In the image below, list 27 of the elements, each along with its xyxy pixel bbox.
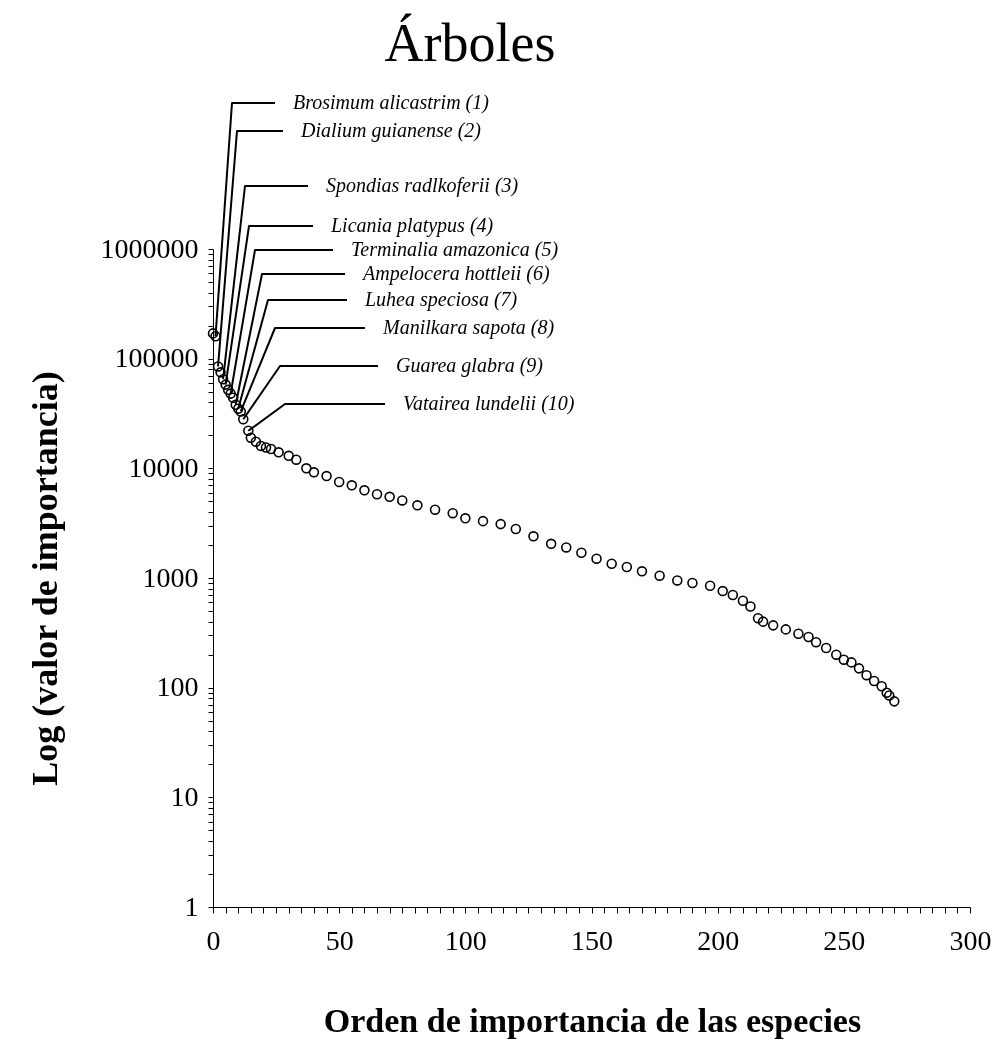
x-tick-label: 150 — [571, 924, 613, 956]
annotation: Luhea speciosa (7) — [364, 288, 518, 311]
x-axis-title: Orden de importancia de las especies — [323, 1001, 862, 1039]
annotation: Manilkara sapota (8) — [382, 316, 555, 339]
x-tick-label: 200 — [697, 924, 740, 956]
annotation: Guarea glabra (9) — [396, 354, 544, 377]
x-tick-label: 100 — [444, 924, 487, 956]
y-tick-label: 10 — [170, 780, 199, 812]
annotation: Vatairea lundelii (10) — [403, 392, 575, 415]
y-tick-label: 1000 — [142, 561, 199, 593]
annotation: Dialium guianense (2) — [300, 119, 482, 142]
annotation: Brosimum alicastrim (1) — [293, 91, 490, 114]
x-tick-label: 0 — [206, 924, 221, 956]
y-tick-label: 10000 — [128, 451, 199, 483]
y-tick-label: 1 — [184, 890, 199, 922]
y-tick-label: 100000 — [114, 342, 199, 374]
annotation: Ampelocera hottleii (6) — [361, 262, 550, 285]
chart-title: Árboles — [384, 13, 556, 73]
annotation: Licania platypus (4) — [330, 214, 494, 237]
y-axis-title: Log (valor de importancia) — [24, 371, 65, 786]
y-tick-label: 100 — [156, 671, 199, 703]
y-tick-label: 1000000 — [100, 232, 199, 264]
annotation: Terminalia amazonica (5) — [351, 238, 559, 261]
x-tick-label: 50 — [325, 924, 354, 956]
annotation: Spondias radlkoferii (3) — [326, 174, 519, 197]
x-tick-label: 250 — [823, 924, 866, 956]
x-tick-label: 300 — [949, 924, 992, 956]
